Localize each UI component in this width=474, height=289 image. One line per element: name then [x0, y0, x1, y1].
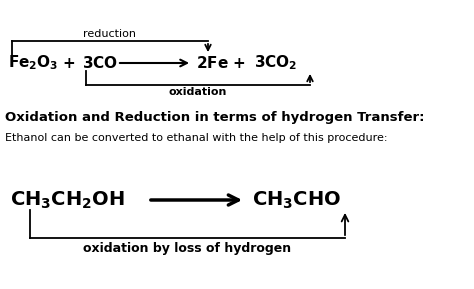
Text: $\mathbf{CH_3CHO}$: $\mathbf{CH_3CHO}$: [252, 189, 341, 211]
Text: $\mathbf{+}$: $\mathbf{+}$: [62, 55, 75, 71]
Text: $\mathbf{+}$: $\mathbf{+}$: [232, 55, 245, 71]
Text: oxidation by loss of hydrogen: oxidation by loss of hydrogen: [83, 242, 292, 255]
Text: $\mathbf{CH_3CH_2OH}$: $\mathbf{CH_3CH_2OH}$: [10, 189, 125, 211]
Text: $\mathbf{3CO}$: $\mathbf{3CO}$: [82, 55, 118, 71]
Text: $\mathbf{2Fe}$: $\mathbf{2Fe}$: [196, 55, 228, 71]
Text: oxidation: oxidation: [169, 87, 227, 97]
Text: $\mathbf{3CO_2}$: $\mathbf{3CO_2}$: [254, 54, 297, 72]
Text: Ethanol can be converted to ethanal with the help of this procedure:: Ethanol can be converted to ethanal with…: [5, 133, 388, 143]
Text: Oxidation and Reduction in terms of hydrogen Transfer:: Oxidation and Reduction in terms of hydr…: [5, 112, 425, 125]
Text: reduction: reduction: [83, 29, 137, 39]
Text: $\mathbf{Fe_2O_3}$: $\mathbf{Fe_2O_3}$: [8, 54, 58, 72]
